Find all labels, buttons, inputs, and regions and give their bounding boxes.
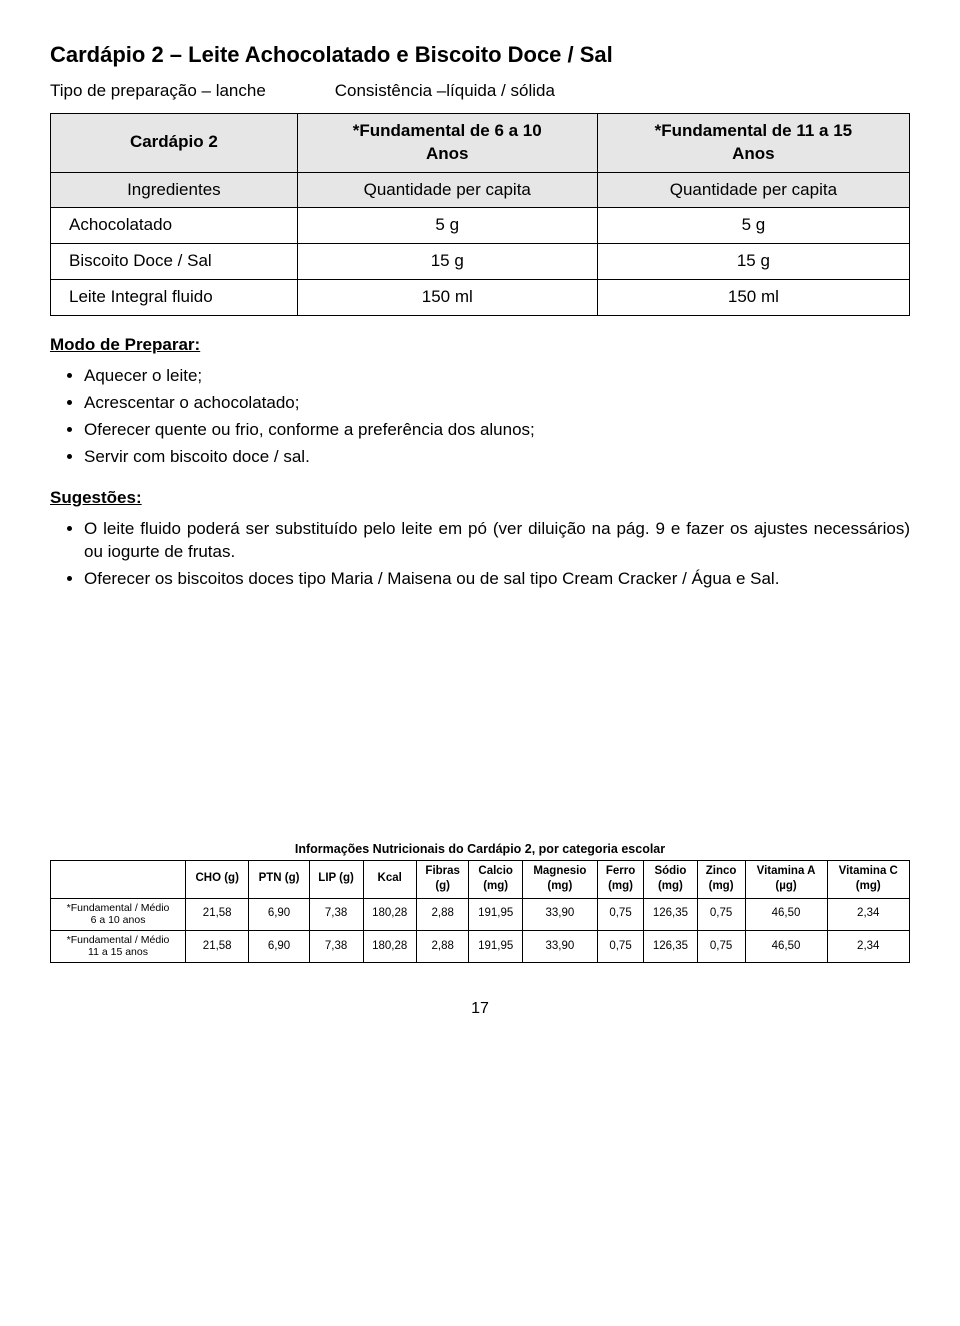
nutri-r0-c12: 2,34 — [827, 898, 910, 930]
row2-c0: Leite Integral fluido — [51, 280, 298, 316]
nutri-r0-c0: *Fundamental / Médio6 a 10 anos — [51, 898, 186, 930]
nutri-h-7: Magnesio(mg) — [522, 860, 597, 898]
nutri-r1-c7: 33,90 — [522, 930, 597, 962]
main-h2-c1: Quantidade per capita — [297, 172, 597, 208]
row0-c2: 5 g — [597, 208, 909, 244]
prep-line: Tipo de preparação – lanche Consistência… — [50, 80, 910, 103]
row2-c2: 150 ml — [597, 280, 909, 316]
nutri-r1-c3: 7,38 — [309, 930, 363, 962]
row0-c0: Achocolatado — [51, 208, 298, 244]
nutri-r0-c1: 21,58 — [186, 898, 249, 930]
modo-heading: Modo de Preparar: — [50, 334, 910, 357]
nutri-r1-c4: 180,28 — [363, 930, 416, 962]
main-h1-c0: Cardápio 2 — [51, 113, 298, 172]
ingredients-table: Cardápio 2 *Fundamental de 6 a 10Anos *F… — [50, 113, 910, 317]
main-h1-c2: *Fundamental de 11 a 15Anos — [597, 113, 909, 172]
nutri-h-3: LIP (g) — [309, 860, 363, 898]
nutri-h-11: Vitamina A(µg) — [745, 860, 827, 898]
nutri-r0-c2: 6,90 — [249, 898, 309, 930]
main-h1-c1: *Fundamental de 6 a 10Anos — [297, 113, 597, 172]
nutri-h-10: Zinco(mg) — [697, 860, 745, 898]
nutri-r0-c6: 191,95 — [469, 898, 522, 930]
nutri-r1-c1: 21,58 — [186, 930, 249, 962]
main-h2-c2: Quantidade per capita — [597, 172, 909, 208]
nutri-h-5: Fibras(g) — [416, 860, 469, 898]
row1-c1: 15 g — [297, 244, 597, 280]
nutri-r1-c12: 2,34 — [827, 930, 910, 962]
nutri-r1-c0: *Fundamental / Médio11 a 15 anos — [51, 930, 186, 962]
nutri-h-2: PTN (g) — [249, 860, 309, 898]
nutri-r0-c7: 33,90 — [522, 898, 597, 930]
nutrition-table: CHO (g) PTN (g) LIP (g) Kcal Fibras(g) C… — [50, 860, 910, 963]
page-title: Cardápio 2 – Leite Achocolatado e Biscoi… — [50, 40, 910, 70]
nutri-r1-c8: 0,75 — [597, 930, 643, 962]
nutri-h-6: Calcio(mg) — [469, 860, 522, 898]
nutri-r0-c10: 0,75 — [697, 898, 745, 930]
prep-type: Tipo de preparação – lanche — [50, 80, 330, 103]
nutri-r1-c11: 46,50 — [745, 930, 827, 962]
nutri-caption: Informações Nutricionais do Cardápio 2, … — [50, 841, 910, 858]
nutri-r0-c5: 2,88 — [416, 898, 469, 930]
nutri-r1-c5: 2,88 — [416, 930, 469, 962]
sugestoes-heading: Sugestões: — [50, 487, 910, 510]
nutri-r0-c8: 0,75 — [597, 898, 643, 930]
nutri-r1-c10: 0,75 — [697, 930, 745, 962]
nutri-h-9: Sódio(mg) — [644, 860, 697, 898]
nutri-r1-c9: 126,35 — [644, 930, 697, 962]
consistency: Consistência –líquida / sólida — [335, 81, 555, 100]
list-item: Oferecer quente ou frio, conforme a pref… — [84, 419, 910, 442]
list-item: O leite fluido poderá ser substituído pe… — [84, 518, 910, 564]
list-item: Aquecer o leite; — [84, 365, 910, 388]
row1-c2: 15 g — [597, 244, 909, 280]
row1-c0: Biscoito Doce / Sal — [51, 244, 298, 280]
list-item: Oferecer os biscoitos doces tipo Maria /… — [84, 568, 910, 591]
row0-c1: 5 g — [297, 208, 597, 244]
nutri-r0-c11: 46,50 — [745, 898, 827, 930]
nutri-r1-c2: 6,90 — [249, 930, 309, 962]
row2-c1: 150 ml — [297, 280, 597, 316]
nutri-h-1: CHO (g) — [186, 860, 249, 898]
list-item: Servir com biscoito doce / sal. — [84, 446, 910, 469]
nutri-r0-c4: 180,28 — [363, 898, 416, 930]
nutri-h-0 — [51, 860, 186, 898]
nutri-h-8: Ferro(mg) — [597, 860, 643, 898]
nutri-h-4: Kcal — [363, 860, 416, 898]
main-h2-c0: Ingredientes — [51, 172, 298, 208]
modo-list: Aquecer o leite; Acrescentar o achocolat… — [50, 365, 910, 469]
nutri-r0-c3: 7,38 — [309, 898, 363, 930]
nutri-h-12: Vitamina C(mg) — [827, 860, 910, 898]
nutri-r0-c9: 126,35 — [644, 898, 697, 930]
page-number: 17 — [50, 998, 910, 1020]
list-item: Acrescentar o achocolatado; — [84, 392, 910, 415]
sugestoes-list: O leite fluido poderá ser substituído pe… — [50, 518, 910, 591]
nutri-r1-c6: 191,95 — [469, 930, 522, 962]
